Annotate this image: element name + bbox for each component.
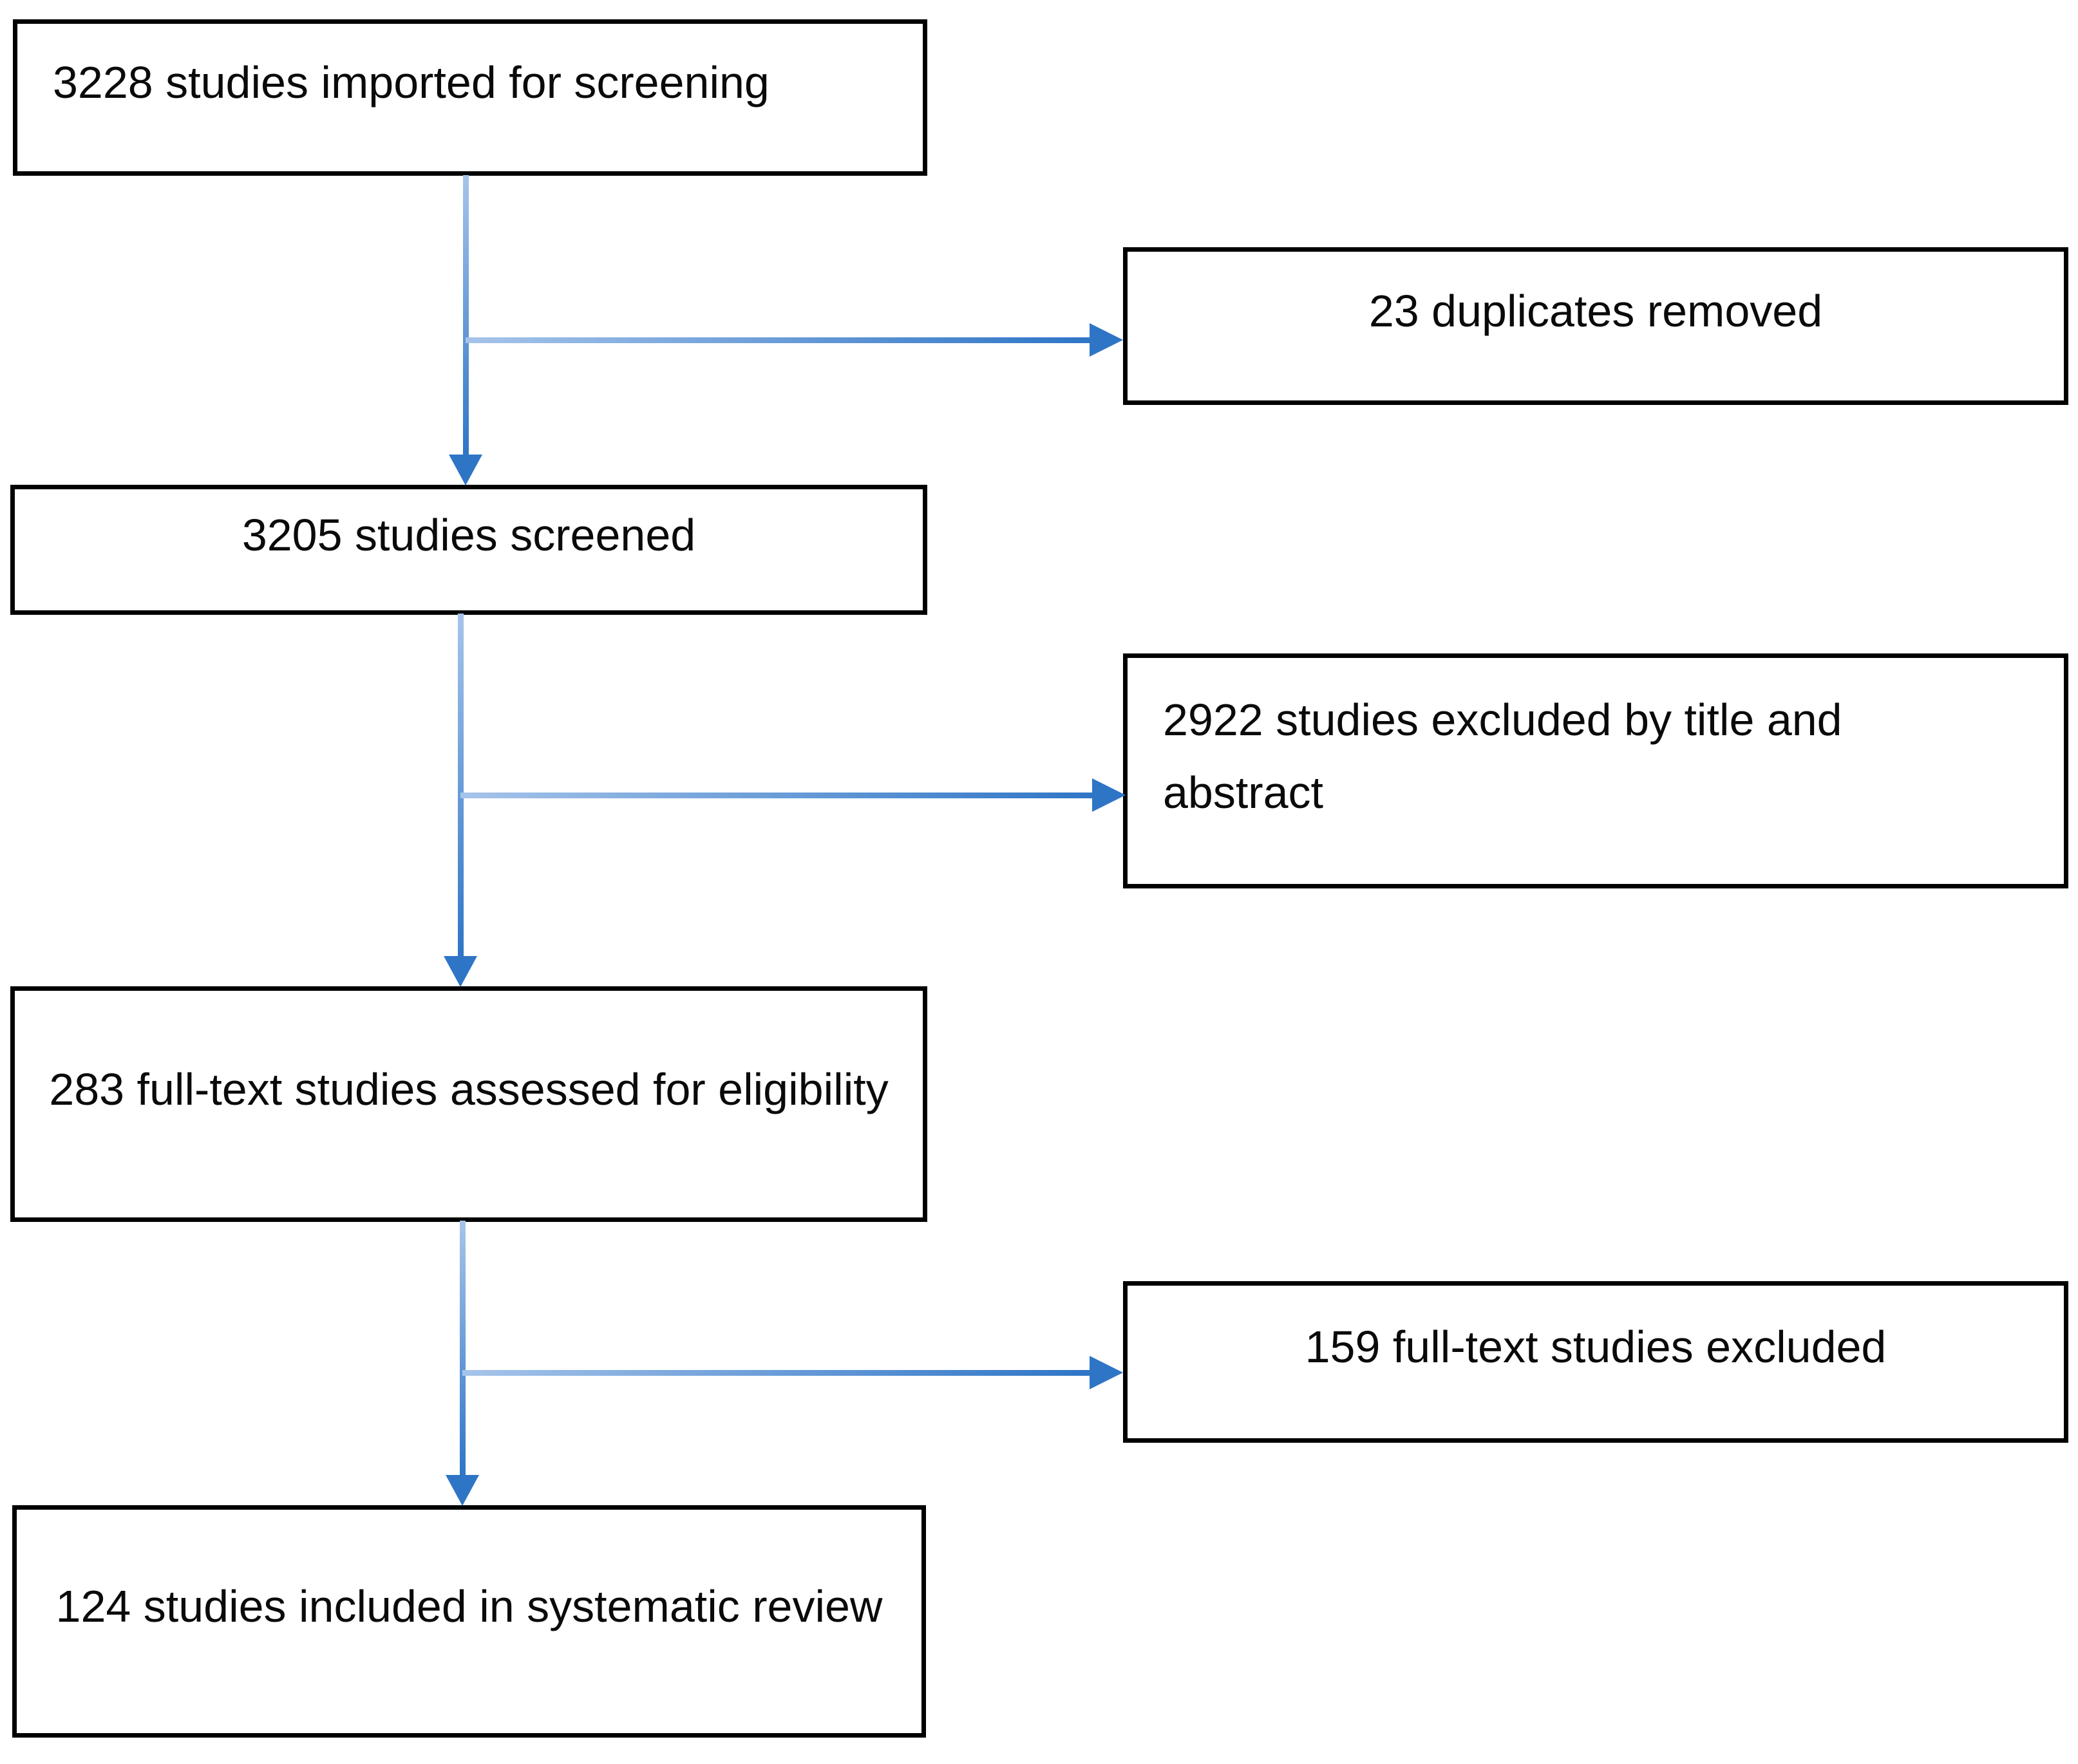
arrow-fulltext-to-included-line bbox=[460, 1221, 466, 1476]
node-fulltext-assessed-label: 283 full-text studies assessed for eligi… bbox=[49, 1064, 889, 1114]
arrow-fulltext-to-included-head-icon bbox=[446, 1475, 479, 1506]
node-fulltext-excluded-label: 159 full-text studies excluded bbox=[1305, 1322, 1887, 1373]
arrow-imported-to-screened-head-icon bbox=[449, 455, 482, 485]
arrow-screened-to-fulltext-line bbox=[458, 614, 464, 957]
node-duplicates-removed: 23 duplicates removed bbox=[1123, 247, 2068, 405]
node-studies-included-label: 124 studies included in systematic revie… bbox=[55, 1581, 883, 1632]
arrow-fulltext-to-excluded-line bbox=[462, 1370, 1093, 1376]
arrow-screened-to-excluded-line bbox=[460, 793, 1095, 798]
node-fulltext-excluded: 159 full-text studies excluded bbox=[1123, 1281, 2068, 1443]
arrow-imported-to-duplicates-head-icon bbox=[1090, 323, 1123, 357]
node-studies-imported-label: 3228 studies imported for screening bbox=[53, 57, 770, 108]
node-studies-screened: 3205 studies screened bbox=[10, 485, 927, 615]
node-fulltext-assessed: 283 full-text studies assessed for eligi… bbox=[10, 986, 927, 1222]
arrow-screened-to-excluded-head-icon bbox=[1092, 778, 1126, 812]
node-studies-screened-label: 3205 studies screened bbox=[241, 509, 696, 560]
arrow-screened-to-fulltext-head-icon bbox=[444, 956, 477, 987]
node-duplicates-removed-label: 23 duplicates removed bbox=[1368, 286, 1823, 337]
node-studies-imported: 3228 studies imported for screening bbox=[13, 19, 927, 176]
node-excluded-title-abstract: 2922 studies excluded by title and abstr… bbox=[1123, 653, 2068, 888]
arrow-fulltext-to-excluded-head-icon bbox=[1090, 1356, 1123, 1389]
node-studies-included: 124 studies included in systematic revie… bbox=[12, 1505, 926, 1738]
arrow-imported-to-duplicates-line bbox=[466, 337, 1090, 343]
arrow-imported-to-screened-line bbox=[463, 175, 469, 456]
node-excluded-title-abstract-label: 2922 studies excluded by title and abstr… bbox=[1163, 694, 1842, 818]
